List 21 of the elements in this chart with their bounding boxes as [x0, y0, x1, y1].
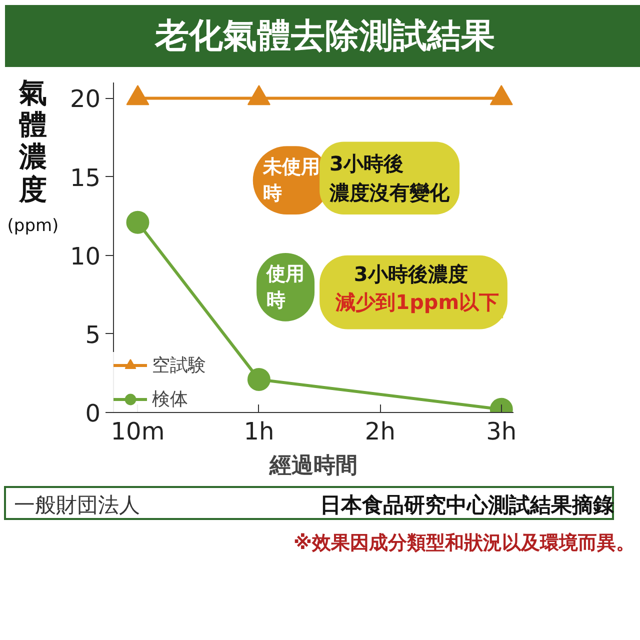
y-tick-label: 20 [70, 85, 101, 114]
x-tick-label: 1h [244, 418, 274, 446]
legend-label: 空試験 [152, 354, 206, 377]
annotation: 減少到1ppm以下 [334, 290, 500, 314]
x-tick-label: 3h [486, 418, 517, 446]
x-tick-label: 10m [110, 418, 165, 446]
y-tick-label: 10 [70, 242, 101, 270]
y-tick-label: 0 [85, 400, 101, 428]
annotation: 3小時後濃度 [354, 262, 468, 286]
chart-title: 老化氣體去除測試結果 [155, 15, 495, 58]
y-tick-label: 5 [85, 320, 101, 349]
text: ※效果因成分類型和狀況以及環境而異。 [294, 531, 635, 556]
text: 一般財団法人 [14, 492, 140, 519]
y-tick-label: 15 [70, 164, 101, 192]
annotation: 3小時後濃度沒有變化 [328, 152, 451, 204]
x-tick-label: 2h [364, 418, 396, 446]
annotation: 未使用時 [262, 156, 320, 204]
x-axis-title: 經過時間 [268, 454, 358, 478]
annotation: 使用時 [266, 262, 305, 312]
legend-label: 検体 [152, 388, 188, 411]
y-axis-title: 氣體濃度(ppm) [7, 76, 59, 238]
